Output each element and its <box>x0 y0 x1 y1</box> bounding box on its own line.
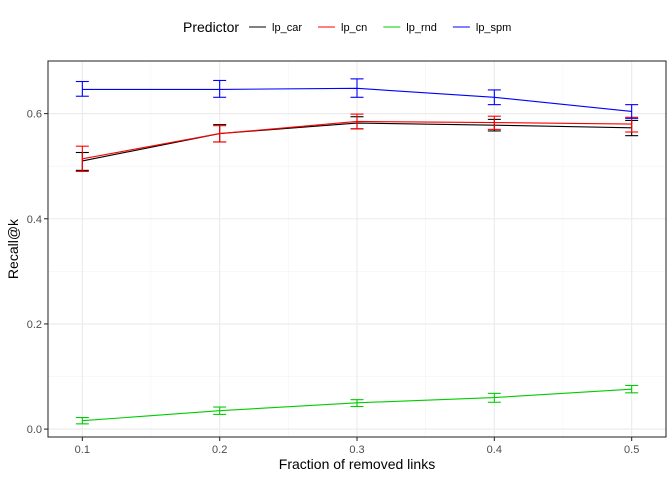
legend-label: lp_car <box>272 22 302 34</box>
plot-panel <box>47 60 667 438</box>
series-lp-cn <box>75 113 639 172</box>
legend-item-lp-rnd: lp_rnd <box>383 22 437 34</box>
legend-label: lp_spm <box>476 22 511 34</box>
legend: Predictor lp_car lp_cn lp_rnd lp_spm <box>183 19 511 35</box>
y-tick-label: 0.0 <box>27 424 42 436</box>
y-axis-title: Recall@k <box>5 218 21 279</box>
legend-item-lp-car: lp_car <box>249 22 302 34</box>
legend-title: Predictor <box>183 19 239 35</box>
y-tick-label: 0.4 <box>27 214 42 226</box>
legend-item-lp-spm: lp_spm <box>452 22 511 34</box>
x-tick-label: 0.2 <box>212 444 227 456</box>
x-axis: 0.1 0.2 0.3 0.4 0.5 <box>75 437 639 456</box>
y-tick-label: 0.6 <box>27 109 42 121</box>
series-lp-spm <box>75 78 639 119</box>
legend-item-lp-cn: lp_cn <box>318 22 367 34</box>
y-tick-label: 0.2 <box>27 319 42 331</box>
x-tick-label: 0.5 <box>624 444 639 456</box>
series-line <box>82 87 632 113</box>
x-axis-title: Fraction of removed links <box>279 456 435 472</box>
series-lp-rnd <box>75 384 639 425</box>
legend-label: lp_rnd <box>406 22 437 34</box>
legend-label: lp_cn <box>341 22 367 34</box>
x-tick-label: 0.1 <box>75 444 90 456</box>
y-axis: 0.0 0.2 0.4 0.6 <box>27 109 48 436</box>
series-line <box>82 120 632 160</box>
x-tick-label: 0.3 <box>349 444 364 456</box>
x-tick-label: 0.4 <box>487 444 502 456</box>
series-line <box>82 388 632 422</box>
